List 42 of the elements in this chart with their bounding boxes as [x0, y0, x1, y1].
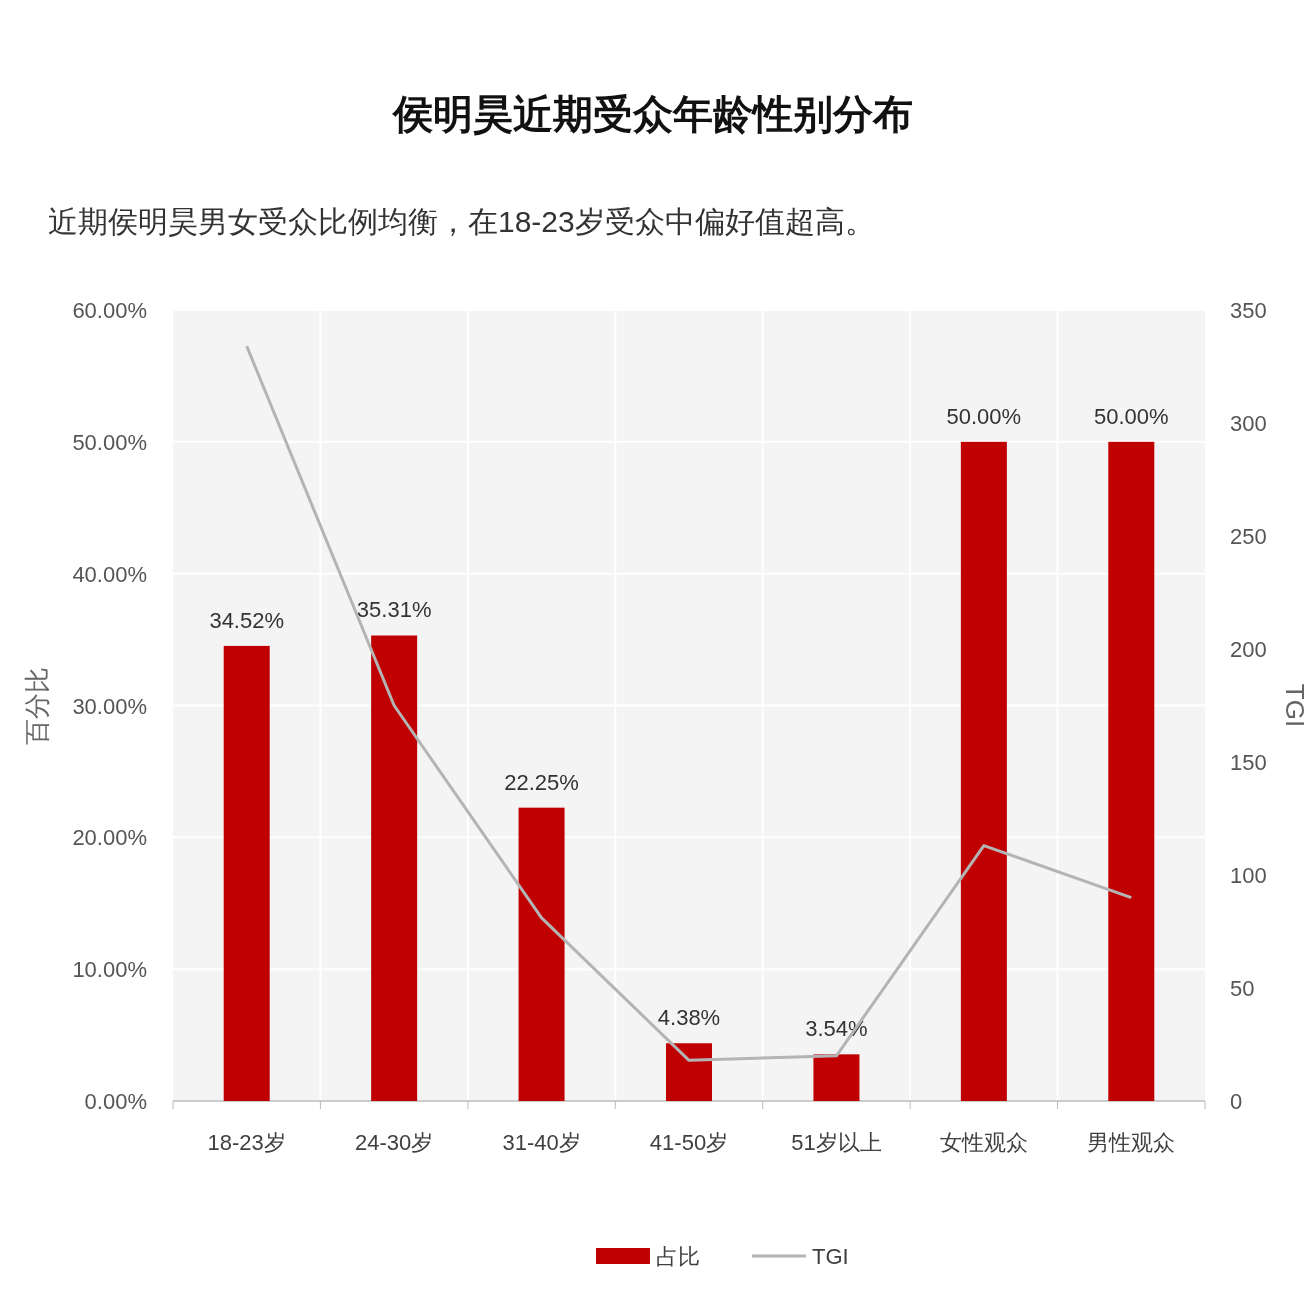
bar — [223, 645, 270, 1101]
x-tick-label: 41-50岁 — [649, 1130, 729, 1155]
x-tick-label: 18-23岁 — [207, 1130, 286, 1155]
y-tick-label: 50.00% — [72, 429, 147, 455]
y-tick-label: 40.00% — [72, 561, 147, 587]
y-tick-label: 20.00% — [72, 825, 147, 851]
y2-tick-label: 100 — [1230, 863, 1267, 888]
bar — [518, 807, 565, 1101]
bar — [371, 635, 418, 1101]
x-tick-label: 51岁以上 — [791, 1130, 882, 1155]
data-label: 50.00% — [1093, 403, 1169, 429]
y-axis-title: 百分比 — [22, 666, 52, 745]
y2-tick-label: 250 — [1230, 524, 1267, 549]
data-label: 50.00% — [946, 403, 1022, 429]
x-tick-label: 女性观众 — [939, 1130, 1028, 1155]
chart-title: 侯明昊近期受众年龄性别分布 — [391, 92, 913, 136]
chart-subtitle: 近期侯明昊男女受众比例均衡，在18-23岁受众中偏好值超高。 — [48, 205, 875, 238]
y2-tick-label: 300 — [1230, 411, 1267, 436]
y-tick-label: 60.00% — [72, 298, 147, 323]
y2-axis-title: TGI — [1280, 683, 1306, 728]
x-tick-label: 男性观众 — [1087, 1130, 1176, 1155]
data-label: 35.31% — [356, 597, 432, 623]
y-tick-label: 0.00% — [84, 1089, 147, 1114]
data-label: 3.54% — [805, 1016, 868, 1042]
y2-tick-label: 50 — [1230, 976, 1255, 1001]
y2-tick-label: 350 — [1230, 298, 1267, 323]
y2-tick-label: 200 — [1230, 637, 1267, 662]
y2-tick-label: 150 — [1230, 750, 1267, 775]
y-tick-label: 10.00% — [72, 957, 147, 983]
data-label: 34.52% — [209, 607, 285, 633]
x-tick-label: 31-40岁 — [502, 1130, 581, 1155]
bar — [960, 441, 1007, 1101]
data-label: 4.38% — [657, 1005, 721, 1031]
y2-tick-label: 0 — [1230, 1089, 1243, 1114]
bar — [666, 1043, 712, 1101]
bar — [1108, 441, 1155, 1101]
x-tick-label: 24-30岁 — [355, 1130, 434, 1155]
legend-label: TGI — [812, 1244, 849, 1269]
data-label: 22.25% — [504, 769, 579, 795]
y-tick-label: 30.00% — [72, 693, 147, 719]
legend-label: 占比 — [656, 1244, 700, 1269]
bar — [813, 1054, 860, 1101]
